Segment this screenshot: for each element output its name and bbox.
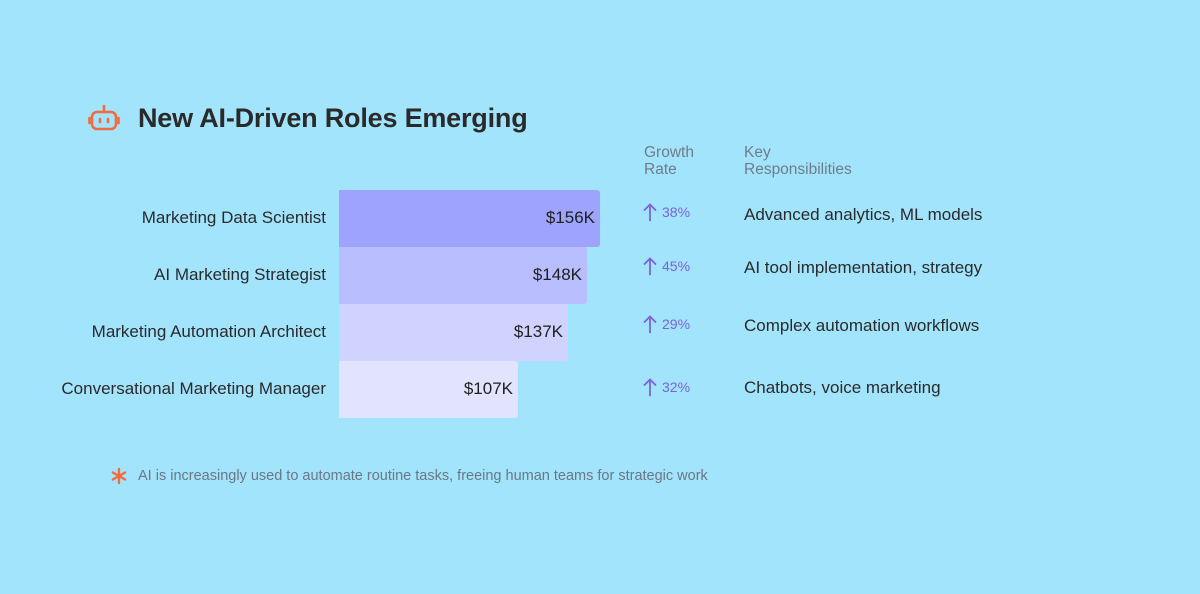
responsibilities-text: Chatbots, voice marketing	[744, 378, 941, 397]
responsibilities-text: AI tool implementation, strategy	[744, 258, 983, 277]
growth-rate-value: 32%	[662, 379, 691, 395]
footnote-text: AI is increasingly used to automate rout…	[138, 468, 708, 484]
role-label: Marketing Data Scientist	[141, 208, 326, 227]
resp-header-line1: Key	[744, 144, 771, 161]
growth-rate: 29%	[642, 314, 690, 334]
growth-rate-value: 45%	[662, 258, 691, 274]
arrow-up-icon	[643, 315, 657, 334]
salary-bar	[339, 247, 587, 304]
responsibilities-header: Key Responsibilities	[744, 144, 904, 178]
page-title: New AI-Driven Roles Emerging	[138, 102, 528, 133]
salary-value-label: $148K	[532, 265, 582, 284]
responsibilities-text: Complex automation workflows	[744, 316, 980, 335]
title-row: New AI-Driven Roles Emerging	[88, 100, 528, 136]
growth-rate: 32%	[642, 377, 690, 397]
asterisk-icon	[111, 467, 127, 485]
arrow-up-icon	[643, 257, 657, 276]
growth-rate: 45%	[642, 256, 690, 276]
role-label: Marketing Automation Architect	[91, 322, 326, 341]
arrow-up-icon	[643, 203, 657, 222]
growth-rate-value: 38%	[662, 204, 691, 220]
salary-value-label: $156K	[545, 208, 595, 227]
salary-value-label: $137K	[513, 322, 563, 341]
salary-bar	[339, 304, 568, 361]
robot-icon	[88, 104, 120, 131]
growth-rate: 38%	[642, 202, 690, 222]
growth-rate-value: 29%	[662, 316, 691, 332]
salary-bar	[339, 190, 600, 247]
growth-rate-header: Growth Rate	[644, 144, 734, 178]
growth-header-line1: Growth	[644, 144, 694, 161]
salary-bar	[339, 361, 518, 418]
role-label: AI Marketing Strategist	[154, 265, 326, 284]
salary-value-label: $107K	[463, 379, 513, 398]
arrow-up-icon	[643, 378, 657, 397]
responsibilities-text: Advanced analytics, ML models	[744, 205, 983, 224]
resp-header-line2: Responsibilities	[744, 161, 852, 178]
role-label: Conversational Marketing Manager	[61, 379, 326, 398]
growth-header-line2: Rate	[644, 161, 677, 178]
footnote: AI is increasingly used to automate rout…	[110, 467, 708, 485]
